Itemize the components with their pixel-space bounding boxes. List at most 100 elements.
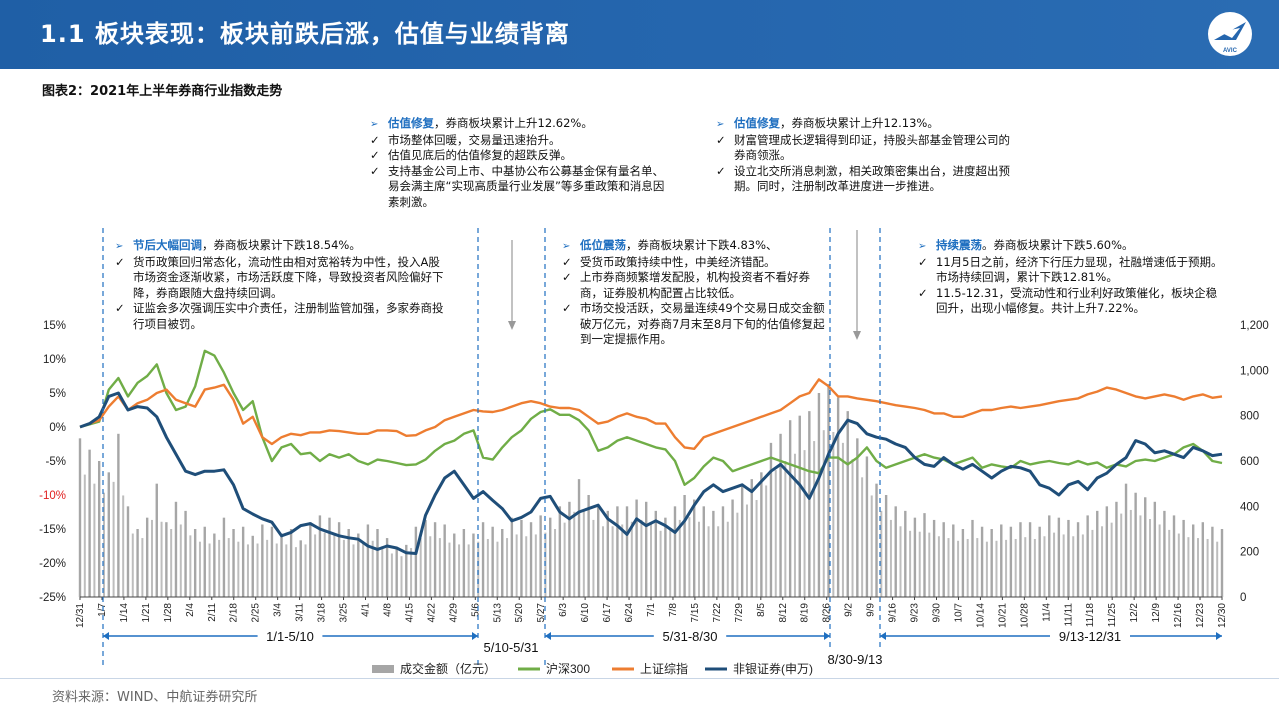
x-tick-label: 9/2 [844,603,855,617]
volume-bar [362,542,365,597]
volume-bar [597,506,600,597]
volume-bar [1062,534,1065,597]
arrow-left-icon [880,632,886,640]
volume-bar [218,539,221,597]
volume-bar [1019,522,1022,597]
x-tick-label: 12/30 [1217,603,1228,628]
volume-bar [366,524,370,597]
volume-bar [289,529,293,597]
annotation-heading-rest: ，券商板块累计上升12.62%。 [434,116,593,130]
volume-bar [390,553,393,597]
volume-bar [251,535,254,597]
volume-bar [635,499,638,597]
volume-bar [961,529,965,597]
annotation-item: 11.5-12.31，受流动性和行业利好政策催化，板块企稳回升，出现小幅修复。共… [936,285,1218,316]
volume-bar [788,420,792,597]
volume-bar [83,474,86,597]
volume-bar [611,526,614,597]
volume-bar [337,522,341,597]
annotation-heading-rest: ，券商板块累计下跌18.54%。 [202,238,361,252]
volume-bar [942,522,945,597]
volume-bar [1168,529,1171,597]
volume-bar [529,522,533,597]
volume-bar [817,393,821,597]
x-tick-label: 3/18 [317,603,328,623]
x-tick-label: 8/19 [800,603,811,623]
y-right-tick-label: 1,200 [1240,320,1269,332]
volume-bar [443,524,446,597]
volume-bar [904,510,907,597]
volume-bar [318,515,322,597]
volume-bar [534,534,537,597]
volume-bar [342,539,345,597]
svg-text:AVIC: AVIC [1223,48,1238,54]
arrow-down-icon [508,321,516,330]
x-tick-label: 5/6 [470,603,481,617]
x-tick-label: 10/21 [997,603,1008,628]
x-tick-label: 3/4 [273,603,284,617]
x-tick-label: 4/22 [426,603,437,623]
period-label: 5/10-5/31 [484,640,539,655]
volume-bar [155,483,158,597]
y-left-tick-label: -15% [39,524,66,536]
x-tick-label: 6/24 [624,603,635,623]
volume-bar [1163,510,1166,597]
volume-bar [673,506,677,597]
volume-bar [784,461,787,597]
x-tick-label: 6/17 [602,603,613,623]
volume-bar [117,433,120,597]
x-tick-label: 11/25 [1107,603,1118,628]
volume-bar [1134,492,1137,597]
x-tick-label: 7/29 [734,603,745,623]
annotation-heading: 估值修复 [388,116,434,130]
annotation-box-3: ➢ 节后大幅回调，券商板块累计下跌18.54%。 ✓ 货币政策回归常态化，流动性由相… [115,238,450,332]
volume-bar [1081,534,1084,597]
volume-bar [227,538,230,597]
x-tick-label: 7/1 [646,603,657,617]
annotation-item: 市场整体回暖，交易量迅速抬升。 [388,132,561,147]
annotation-heading: 持续震荡 [936,238,982,252]
volume-bar [1009,526,1013,597]
volume-bar [410,548,413,597]
volume-bar [755,499,758,597]
x-tick-label: 6/10 [580,603,591,623]
volume-bar [1149,519,1152,597]
volume-bar [1211,526,1214,597]
annotation-heading: 估值修复 [734,116,780,130]
volume-bar [385,538,389,597]
volume-bar [419,538,422,597]
volume-bar [1158,524,1161,597]
y-right-tick-label: 1,000 [1240,365,1269,377]
volume-bar [990,529,993,597]
volume-bar [736,512,739,597]
volume-bar [813,441,816,597]
x-tick-label: 8/5 [756,603,767,617]
volume-bar [309,522,312,597]
x-tick-label: 6/3 [558,603,569,617]
annotation-item: 估值见底后的估值修复的超跌反弹。 [388,148,572,162]
x-tick-label: 11/18 [1085,603,1096,628]
volume-bar [1067,519,1070,597]
volume-bar [510,517,514,597]
hs300-line [79,349,1223,486]
period-label: 8/30-9/13 [828,652,883,667]
volume-bar [918,531,921,597]
x-tick-label: 4/29 [448,603,459,623]
volume-bar [525,536,528,597]
volume-bar [1110,522,1113,597]
volume-bar [496,541,499,597]
volume-bar [131,533,134,597]
legend-label: 成交金额（亿元） [400,661,496,676]
volume-bar [899,526,902,597]
volume-bar [429,536,432,597]
volume-bar [208,543,211,597]
annotation-heading-rest: ，券商板块累计下跌4.83%、 [626,238,778,252]
volume-bar [184,510,187,597]
volume-bar [1076,522,1080,597]
volume-bar [976,538,979,597]
x-tick-label: 3/25 [339,603,350,623]
volume-bar [405,544,408,597]
annotation-item: 受货币政策持续中性，中美经济错配。 [580,254,776,269]
x-tick-label: 9/23 [910,603,921,623]
legend-swatch-volume [372,665,394,673]
